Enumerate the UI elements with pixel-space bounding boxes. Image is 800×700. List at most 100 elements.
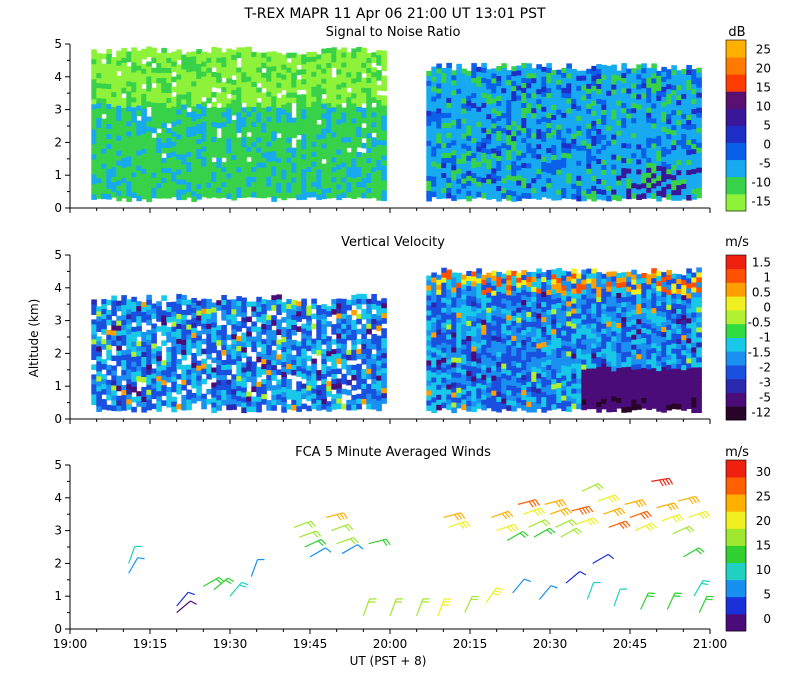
heatmap-cell [281,367,287,373]
heatmap-cell [541,307,547,313]
heatmap-cell [426,85,432,92]
heatmap-cell [161,97,167,104]
heatmap-cell [576,105,582,112]
heatmap-cell [376,185,382,191]
heatmap-cell [521,128,527,134]
heatmap-cell [291,192,297,199]
heatmap-cell [566,88,572,94]
heatmap-cell [531,406,537,413]
heatmap-cell [366,98,372,104]
heatmap-cell [296,381,302,387]
heatmap-cell [141,153,147,160]
heatmap-cell [536,393,542,400]
heatmap-cell [496,196,502,202]
heatmap-cell [331,399,337,405]
heatmap-cell [376,400,382,407]
heatmap-cell [481,87,487,94]
heatmap-cell [211,172,217,178]
heatmap-cell [676,85,682,91]
heatmap-cell [656,115,662,122]
heatmap-cell [436,63,442,70]
heatmap-cell [381,75,387,82]
heatmap-cell [621,78,627,84]
heatmap-cell [371,364,377,370]
heatmap-cell [96,326,102,332]
heatmap-cell [446,187,452,194]
heatmap-cell [486,332,492,339]
heatmap-cell [186,339,192,346]
heatmap-cell [176,134,182,141]
heatmap-cell [181,99,187,106]
heatmap-cell [446,389,452,396]
heatmap-cell [291,122,297,129]
heatmap-cell [441,73,447,79]
heatmap-cell [456,103,462,110]
heatmap-cell [361,388,367,395]
heatmap-cell [321,63,327,70]
heatmap-cell [466,120,472,127]
heatmap-cell [476,151,482,158]
heatmap-cell [351,93,357,99]
heatmap-cell [426,125,432,132]
heatmap-cell [341,328,347,335]
heatmap-cell [141,173,147,180]
heatmap-cell [511,91,517,97]
heatmap-cell [131,366,137,373]
heatmap-cell [161,390,167,396]
heatmap-cell [446,274,452,281]
heatmap-cell [101,324,107,330]
heatmap-cell [96,93,102,99]
heatmap-cell [266,126,272,133]
heatmap-cell [606,90,612,97]
heatmap-cell [521,345,527,351]
heatmap-cell [276,329,282,335]
heatmap-cell [156,108,162,114]
heatmap-cell [551,165,557,171]
heatmap-cell [276,117,282,124]
heatmap-cell [466,165,472,172]
heatmap-cell [476,96,482,103]
heatmap-cell [91,119,97,125]
heatmap-cell [461,349,467,356]
heatmap-cell [461,364,467,371]
heatmap-cell [366,163,372,169]
heatmap-cell [351,103,357,109]
heatmap-cell [511,385,517,392]
heatmap-cell [91,374,97,380]
heatmap-cell [331,299,337,305]
heatmap-cell [341,187,347,194]
heatmap-cell [566,103,572,109]
heatmap-cell [316,114,322,120]
heatmap-cell [176,99,182,106]
heatmap-cell [166,183,172,189]
heatmap-cell [381,348,387,354]
heatmap-cell [266,365,272,371]
heatmap-cell [541,121,547,128]
heatmap-cell [296,326,302,332]
heatmap-cell [661,131,667,138]
heatmap-cell [141,168,147,175]
heatmap-cell [241,307,247,314]
heatmap-cell [431,367,437,374]
heatmap-cell [291,314,297,321]
heatmap-cell [271,71,277,77]
heatmap-cell [486,397,492,404]
heatmap-cell [116,325,122,332]
heatmap-cell [326,386,332,392]
heatmap-cell [641,108,647,114]
heatmap-cell [186,404,192,411]
heatmap-cell [511,325,517,332]
heatmap-cell [381,80,387,87]
heatmap-cell [496,91,502,97]
heatmap-cell [346,132,352,138]
heatmap-cell [131,396,137,403]
heatmap-cell [246,76,252,83]
heatmap-cell [546,88,552,94]
heatmap-cell [346,117,352,123]
heatmap-cell [281,352,287,358]
heatmap-cell [361,368,367,375]
heatmap-cell [491,83,497,89]
heatmap-cell [466,145,472,152]
heatmap-cell [321,369,327,375]
heatmap-cell [446,157,452,164]
